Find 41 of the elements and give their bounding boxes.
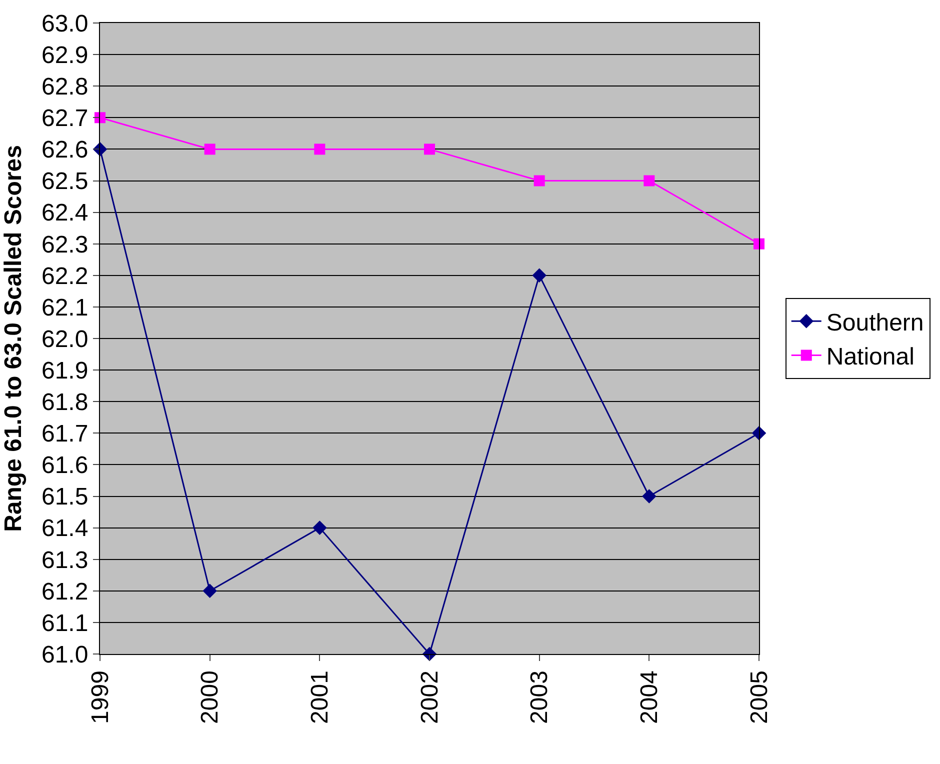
y-tick-label: 61.3 (41, 546, 88, 574)
x-tick-label: 2002 (416, 670, 444, 724)
y-tick-label: 62.7 (41, 105, 88, 132)
y-tick-label: 61.2 (41, 578, 88, 606)
point (314, 144, 326, 155)
point (204, 144, 216, 155)
x-tick-label: 2005 (746, 670, 773, 724)
y-tick-label: 62.4 (41, 200, 88, 227)
y-axis-title: Range 61.0 to 63.0 Scalled Scores (0, 145, 27, 532)
y-tick-label: 61.5 (41, 484, 88, 511)
y-tick-label: 61.4 (41, 515, 88, 542)
x-tick-label: 2001 (306, 670, 334, 724)
y-tick-label: 62.0 (41, 326, 88, 353)
y-tick-label: 63.0 (41, 10, 88, 38)
y-tick-label: 61.7 (41, 420, 88, 448)
y-tick-label: 62.5 (41, 168, 88, 196)
x-tick-label: 2003 (526, 670, 554, 724)
y-tick-label: 62.6 (41, 136, 88, 164)
x-tick-label: 2004 (636, 670, 663, 724)
point (534, 175, 545, 186)
x-tick-label: 2000 (196, 670, 224, 724)
y-tick-label: 62.3 (41, 231, 88, 258)
point (754, 238, 764, 250)
y-tick-label: 62.1 (41, 294, 88, 322)
x-tick-label: 1999 (86, 670, 114, 724)
y-tick-label: 61.9 (41, 357, 88, 384)
y-tick-label: 61.6 (41, 452, 88, 480)
y-tick-label: 62.9 (41, 42, 88, 69)
legend-label: National (826, 344, 914, 371)
y-tick-label: 62.8 (41, 74, 88, 100)
y-tick-label: 61.1 (41, 610, 88, 637)
point (642, 489, 656, 504)
point (644, 175, 655, 186)
y-tick-label: 61.0 (41, 641, 88, 668)
point (312, 520, 327, 535)
point (532, 268, 546, 283)
y-tick-label: 61.8 (41, 389, 88, 416)
legend-label: Southern (826, 309, 924, 336)
point (202, 584, 217, 598)
point (424, 144, 435, 155)
y-tick-label: 62.2 (41, 262, 88, 290)
